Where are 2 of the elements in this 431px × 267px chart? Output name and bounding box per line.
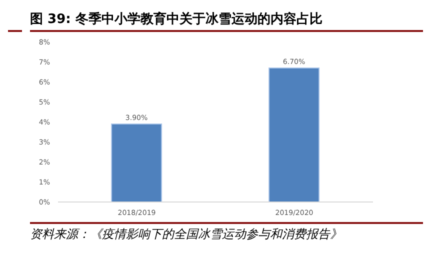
- chart-title: 图 39: 冬季中小学教育中关于冰雪运动的内容占比: [30, 10, 423, 32]
- text: 资料来源：《疫情影响下的全国冰雪运动参与和消费报告》: [30, 226, 343, 243]
